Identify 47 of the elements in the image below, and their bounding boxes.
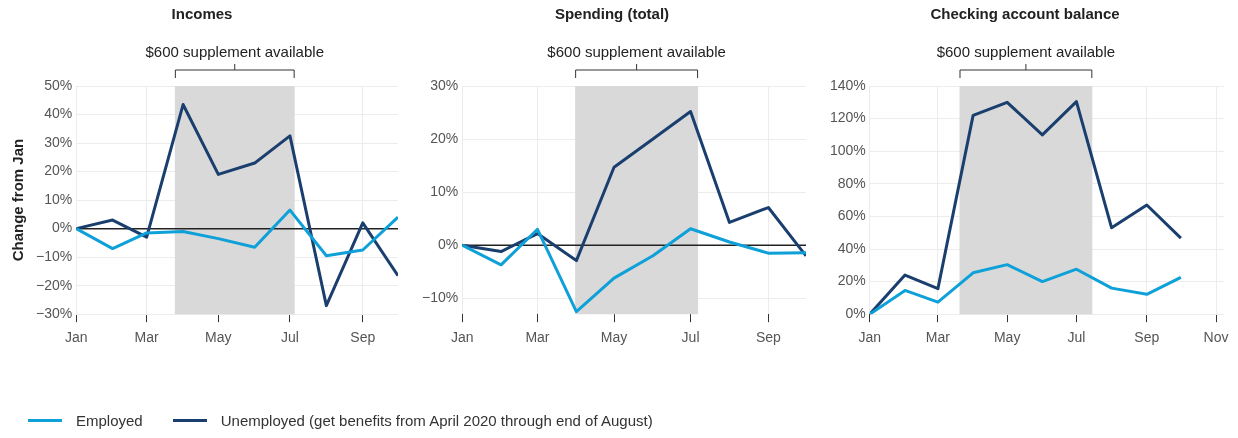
band-label: $600 supplement available (547, 42, 726, 60)
x-tick-label: May (600, 329, 628, 346)
y-tick-label: 100% (829, 142, 866, 159)
y-tick-label: −10% (421, 289, 459, 306)
y-tick-label: 30% (44, 133, 73, 150)
x-tick-label: Mar (134, 329, 160, 346)
y-tick-label: 30% (430, 76, 459, 93)
x-tick-label: Sep (350, 329, 376, 346)
x-tick-label: Jul (681, 329, 700, 346)
chart-title: Checking account balance (930, 5, 1120, 23)
x-tick-label: Jan (64, 329, 88, 346)
y-tick-label: 60% (837, 207, 866, 224)
y-axis-title: Change from Jan (9, 138, 27, 262)
y-tick-label: 10% (430, 183, 459, 199)
x-tick-label: Jan (858, 329, 882, 346)
chart-title: Spending (total) (554, 5, 670, 23)
y-tick-label: −10% (35, 248, 73, 265)
x-tick-label: May (993, 329, 1021, 346)
chart-title: Incomes (171, 5, 233, 23)
y-tick-label: 40% (837, 239, 866, 256)
y-tick-label: 120% (829, 109, 866, 126)
y-tick-label: 10% (44, 190, 73, 207)
x-tick-label: Mar (525, 329, 550, 346)
x-tick-label: Jul (281, 329, 299, 346)
y-tick-label: −20% (35, 276, 73, 293)
y-tick-label: 80% (837, 174, 866, 191)
y-tick-label: 20% (44, 162, 73, 179)
y-tick-label: −30% (35, 305, 73, 322)
x-tick-label: May (205, 329, 232, 346)
x-tick-label: Jul (1067, 329, 1086, 346)
y-tick-label: 0% (845, 305, 866, 322)
y-tick-label: 20% (430, 129, 459, 146)
x-tick-label: Nov (1203, 329, 1229, 346)
y-tick-label: 0% (51, 219, 73, 236)
legend-label: Unemployed (get benefits from April 2020 through end of August) (220, 412, 653, 429)
x-tick-label: Sep (1134, 329, 1160, 346)
y-tick-label: 50% (44, 76, 73, 93)
y-tick-label: 140% (829, 76, 866, 93)
band-label: $600 supplement available (936, 42, 1116, 60)
x-tick-label: Jan (450, 329, 474, 346)
y-tick-label: 40% (44, 105, 73, 122)
x-tick-label: Mar (925, 329, 951, 346)
band-label: $600 supplement available (145, 42, 324, 60)
legend-label: Employed (76, 412, 143, 429)
x-tick-label: Sep (755, 329, 782, 346)
y-tick-label: 20% (837, 272, 866, 289)
y-tick-label: 0% (437, 236, 459, 253)
